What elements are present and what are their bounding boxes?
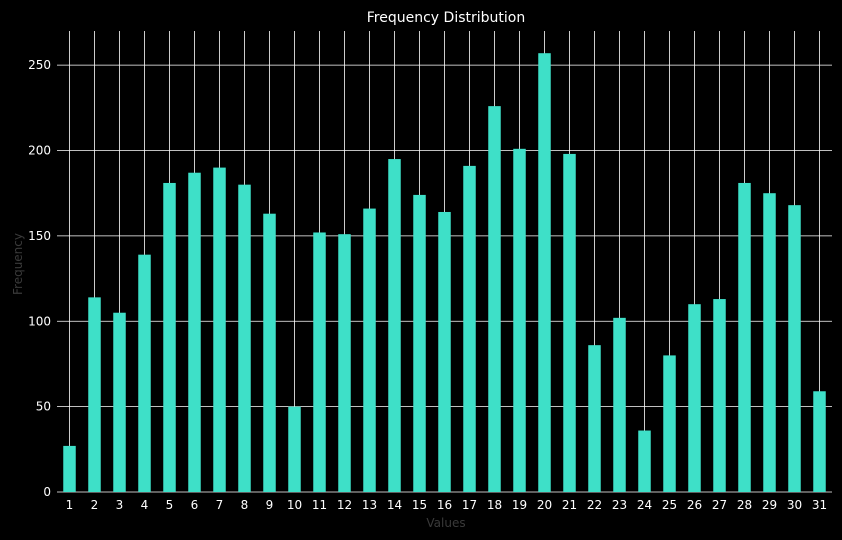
bar-4	[138, 254, 151, 492]
x-tick-label-21: 21	[562, 498, 577, 512]
bar-29	[763, 193, 776, 492]
x-tick-label-20: 20	[537, 498, 552, 512]
x-tick-label-10: 10	[287, 498, 302, 512]
bar-30	[788, 205, 801, 492]
bar-14	[388, 159, 401, 493]
x-tick-label-12: 12	[337, 498, 352, 512]
x-tick-label-17: 17	[462, 498, 477, 512]
x-tick-label-19: 19	[512, 498, 527, 512]
bar-3	[113, 312, 126, 492]
bar-7	[213, 167, 226, 492]
bar-17	[463, 165, 476, 492]
x-tick-label-28: 28	[737, 498, 752, 512]
bar-28	[738, 182, 751, 492]
bar-10	[288, 406, 301, 492]
x-tick-label-13: 13	[362, 498, 377, 512]
x-tick-label-7: 7	[216, 498, 224, 512]
bar-23	[613, 317, 626, 492]
x-tick-label-24: 24	[637, 498, 652, 512]
x-tick-label-31: 31	[812, 498, 827, 512]
x-tick-label-3: 3	[116, 498, 124, 512]
y-tick-label-150: 150	[28, 229, 51, 243]
y-tick-label-0: 0	[43, 485, 51, 499]
bar-22	[588, 345, 601, 492]
x-tick-label-26: 26	[687, 498, 702, 512]
y-tick-labels: 0 50 100 150 200 250	[28, 58, 51, 499]
bar-16	[438, 211, 451, 493]
bar-series	[63, 53, 826, 493]
bar-27	[713, 299, 726, 492]
bar-8	[238, 184, 251, 492]
x-tick-label-11: 11	[312, 498, 327, 512]
x-tick-label-25: 25	[662, 498, 677, 512]
x-tick-label-1: 1	[66, 498, 74, 512]
bar-19	[513, 148, 526, 493]
bar-18	[488, 106, 501, 493]
bar-25	[663, 355, 676, 492]
y-tick-label-100: 100	[28, 314, 51, 328]
y-axis-label: Frequency	[11, 233, 25, 295]
x-tick-label-6: 6	[191, 498, 199, 512]
x-tick-label-9: 9	[266, 498, 274, 512]
x-tick-label-22: 22	[587, 498, 602, 512]
bar-24	[638, 430, 651, 492]
x-tick-label-4: 4	[141, 498, 149, 512]
x-tick-label-5: 5	[166, 498, 174, 512]
y-tick-label-200: 200	[28, 144, 51, 158]
bar-6	[188, 172, 201, 492]
x-axis-label: Values	[426, 516, 465, 530]
bar-26	[688, 304, 701, 492]
x-tick-label-23: 23	[612, 498, 627, 512]
bar-12	[338, 234, 351, 492]
x-tick-label-18: 18	[487, 498, 502, 512]
bar-21	[563, 153, 576, 492]
bar-20	[538, 53, 551, 493]
x-tick-labels: 1 2 3 4 5 6 7 8 9 10 11 12 13 14 15 16 17 18 19 20 21 22 23 24 2…	[66, 498, 827, 512]
bar-31	[813, 391, 826, 492]
x-tick-label-16: 16	[437, 498, 452, 512]
bar-13	[363, 208, 376, 492]
bar-9	[263, 213, 276, 492]
x-tick-label-27: 27	[712, 498, 727, 512]
bar-5	[163, 182, 176, 492]
bar-15	[413, 194, 426, 492]
bar-1	[63, 445, 76, 492]
x-tick-label-15: 15	[412, 498, 427, 512]
y-tick-label-250: 250	[28, 58, 51, 72]
y-tick-label-50: 50	[36, 400, 51, 414]
chart-title: Frequency Distribution	[367, 10, 525, 26]
x-tick-label-8: 8	[241, 498, 249, 512]
bar-2	[88, 297, 101, 492]
bar-11	[313, 232, 326, 493]
x-tick-label-30: 30	[787, 498, 802, 512]
x-tick-label-2: 2	[91, 498, 99, 512]
x-tick-label-14: 14	[387, 498, 402, 512]
x-tick-label-29: 29	[762, 498, 777, 512]
